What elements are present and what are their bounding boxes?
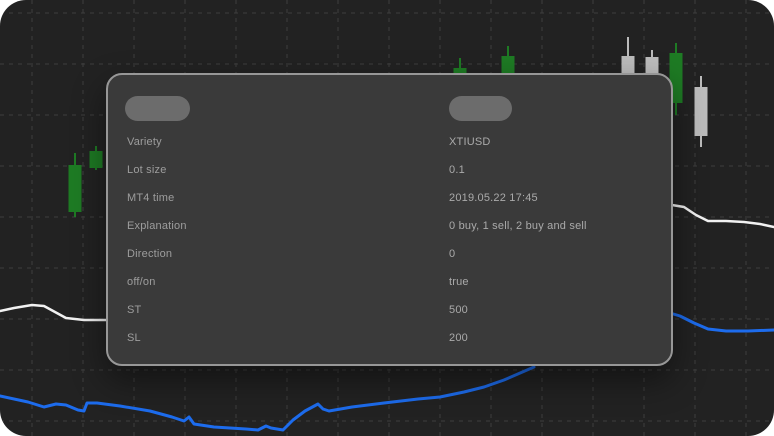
dialog-row: SL 200 (108, 324, 671, 352)
parameter-label: Explanation (127, 220, 187, 232)
candle-body (68, 165, 82, 212)
candle-body (694, 87, 708, 136)
dialog-row: Lot size 0.1 (108, 156, 671, 184)
parameter-value: 0.1 (449, 164, 465, 176)
dialog-row: off/on true (108, 268, 671, 296)
parameter-label: off/on (127, 276, 156, 288)
parameter-label: SL (127, 332, 141, 344)
dialog-header-pill-right[interactable] (449, 96, 512, 121)
parameter-label: Lot size (127, 164, 167, 176)
parameter-label: ST (127, 304, 142, 316)
parameter-value: 2019.05.22 17:45 (449, 192, 538, 204)
parameter-label: Variety (127, 136, 162, 148)
white-ma-right-line (662, 203, 774, 229)
parameter-label: MT4 time (127, 192, 175, 204)
dialog-row: ST 500 (108, 296, 671, 324)
parameter-value: true (449, 276, 469, 288)
dialog-row: MT4 time 2019.05.22 17:45 (108, 184, 671, 212)
dialog-row: Direction 0 (108, 240, 671, 268)
blue-indicator-right-line (668, 311, 774, 333)
parameter-value: 200 (449, 332, 468, 344)
blue-indicator-left-line (0, 365, 536, 432)
dialog-row: Variety XTIUSD (108, 128, 671, 156)
dialog-row: Explanation 0 buy, 1 sell, 2 buy and sell (108, 212, 671, 240)
dialog-header-pill-left[interactable] (125, 96, 190, 121)
parameter-label: Direction (127, 248, 173, 260)
parameter-value: 0 (449, 248, 456, 260)
parameter-value: XTIUSD (449, 136, 491, 148)
ea-settings-dialog: Variety XTIUSD Lot size 0.1 MT4 time 2019.05.… (106, 73, 673, 366)
parameter-value: 500 (449, 304, 468, 316)
dialog-parameter-list: Variety XTIUSD Lot size 0.1 MT4 time 2019.05.… (108, 128, 671, 352)
white-ma-left-line (0, 303, 110, 322)
candle-body (89, 151, 103, 168)
parameter-value: 0 buy, 1 sell, 2 buy and sell (449, 220, 587, 232)
